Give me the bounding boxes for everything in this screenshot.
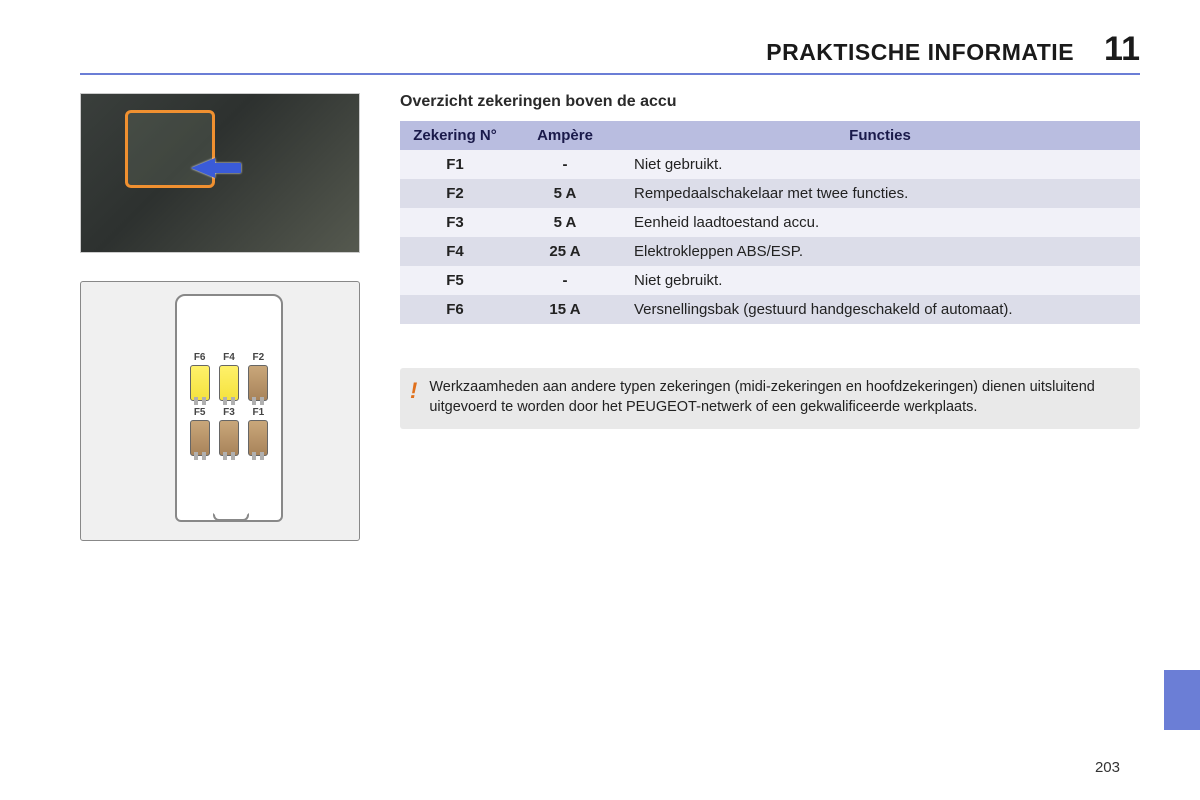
cell-ampere: 5 A xyxy=(510,179,620,208)
header-divider xyxy=(80,73,1140,75)
page-header: PRAKTISCHE INFORMATIE 11 xyxy=(80,30,1140,69)
fuse-slot-label: F5 xyxy=(189,407,210,418)
cell-ampere: 5 A xyxy=(510,208,620,237)
table-row: F1 - Niet gebruikt. xyxy=(400,150,1140,179)
right-column: Overzicht zekeringen boven de accu Zeker… xyxy=(400,93,1140,429)
fuse-icon xyxy=(248,420,268,456)
fuse-slot: F2 xyxy=(248,352,269,401)
fuse-slot-label: F6 xyxy=(189,352,210,363)
fuse-icon xyxy=(190,420,210,456)
warning-text: Werkzaamheden aan andere typen zekeringe… xyxy=(429,378,1124,417)
col-header-func: Functies xyxy=(620,121,1140,150)
cell-func: Rempedaalschakelaar met twee functies. xyxy=(620,179,1140,208)
fuse-slot-label: F4 xyxy=(218,352,239,363)
page-number: 203 xyxy=(1095,759,1120,776)
fuse-slot-label: F3 xyxy=(218,407,239,418)
fuse-slot: F6 xyxy=(189,352,210,401)
cell-fuse-id: F5 xyxy=(400,266,510,295)
pointer-arrow-icon xyxy=(191,158,215,178)
cell-ampere: - xyxy=(510,150,620,179)
fuse-table: Zekering N° Ampère Functies F1 - Niet ge… xyxy=(400,121,1140,324)
warning-note: ! Werkzaamheden aan andere typen zekerin… xyxy=(400,368,1140,429)
section-title: Overzicht zekeringen boven de accu xyxy=(400,93,1140,111)
chapter-title: PRAKTISCHE INFORMATIE xyxy=(766,39,1074,66)
chapter-number: 11 xyxy=(1104,30,1140,69)
fuse-slot-label: F1 xyxy=(248,407,269,418)
fuse-icon xyxy=(248,365,268,401)
cell-func: Versnellingsbak (gestuurd handgeschakeld… xyxy=(620,295,1140,324)
col-header-ampere: Ampère xyxy=(510,121,620,150)
cell-fuse-id: F6 xyxy=(400,295,510,324)
left-column: F6 F4 F2 F5 xyxy=(80,93,370,541)
cell-ampere: 25 A xyxy=(510,237,620,266)
fuse-holder-outline: F6 F4 F2 F5 xyxy=(175,294,283,522)
cell-fuse-id: F1 xyxy=(400,150,510,179)
cell-func: Eenheid laadtoestand accu. xyxy=(620,208,1140,237)
fuse-icon xyxy=(219,420,239,456)
table-row: F6 15 A Versnellingsbak (gestuurd handge… xyxy=(400,295,1140,324)
fuse-icon xyxy=(219,365,239,401)
table-row: F5 - Niet gebruikt. xyxy=(400,266,1140,295)
cell-fuse-id: F3 xyxy=(400,208,510,237)
fuse-slot: F1 xyxy=(248,407,269,456)
fuse-slot: F3 xyxy=(218,407,239,456)
fuse-slot-grid: F6 F4 F2 F5 xyxy=(189,352,269,456)
warning-icon: ! xyxy=(410,378,417,402)
table-row: F2 5 A Rempedaalschakelaar met twee func… xyxy=(400,179,1140,208)
cell-fuse-id: F4 xyxy=(400,237,510,266)
cell-func: Niet gebruikt. xyxy=(620,266,1140,295)
cell-ampere: 15 A xyxy=(510,295,620,324)
engine-photo xyxy=(80,93,360,253)
col-header-fuse: Zekering N° xyxy=(400,121,510,150)
table-row: F4 25 A Elektrokleppen ABS/ESP. xyxy=(400,237,1140,266)
cell-fuse-id: F2 xyxy=(400,179,510,208)
table-row: F3 5 A Eenheid laadtoestand accu. xyxy=(400,208,1140,237)
holder-notch xyxy=(213,513,249,521)
cell-ampere: - xyxy=(510,266,620,295)
fuse-slot-label: F2 xyxy=(248,352,269,363)
fuse-diagram: F6 F4 F2 F5 xyxy=(80,281,360,541)
fuse-slot: F5 xyxy=(189,407,210,456)
side-tab xyxy=(1164,670,1200,730)
cell-func: Niet gebruikt. xyxy=(620,150,1140,179)
table-header-row: Zekering N° Ampère Functies xyxy=(400,121,1140,150)
cell-func: Elektrokleppen ABS/ESP. xyxy=(620,237,1140,266)
fuse-slot: F4 xyxy=(218,352,239,401)
content-area: F6 F4 F2 F5 xyxy=(80,93,1140,541)
fuse-icon xyxy=(190,365,210,401)
